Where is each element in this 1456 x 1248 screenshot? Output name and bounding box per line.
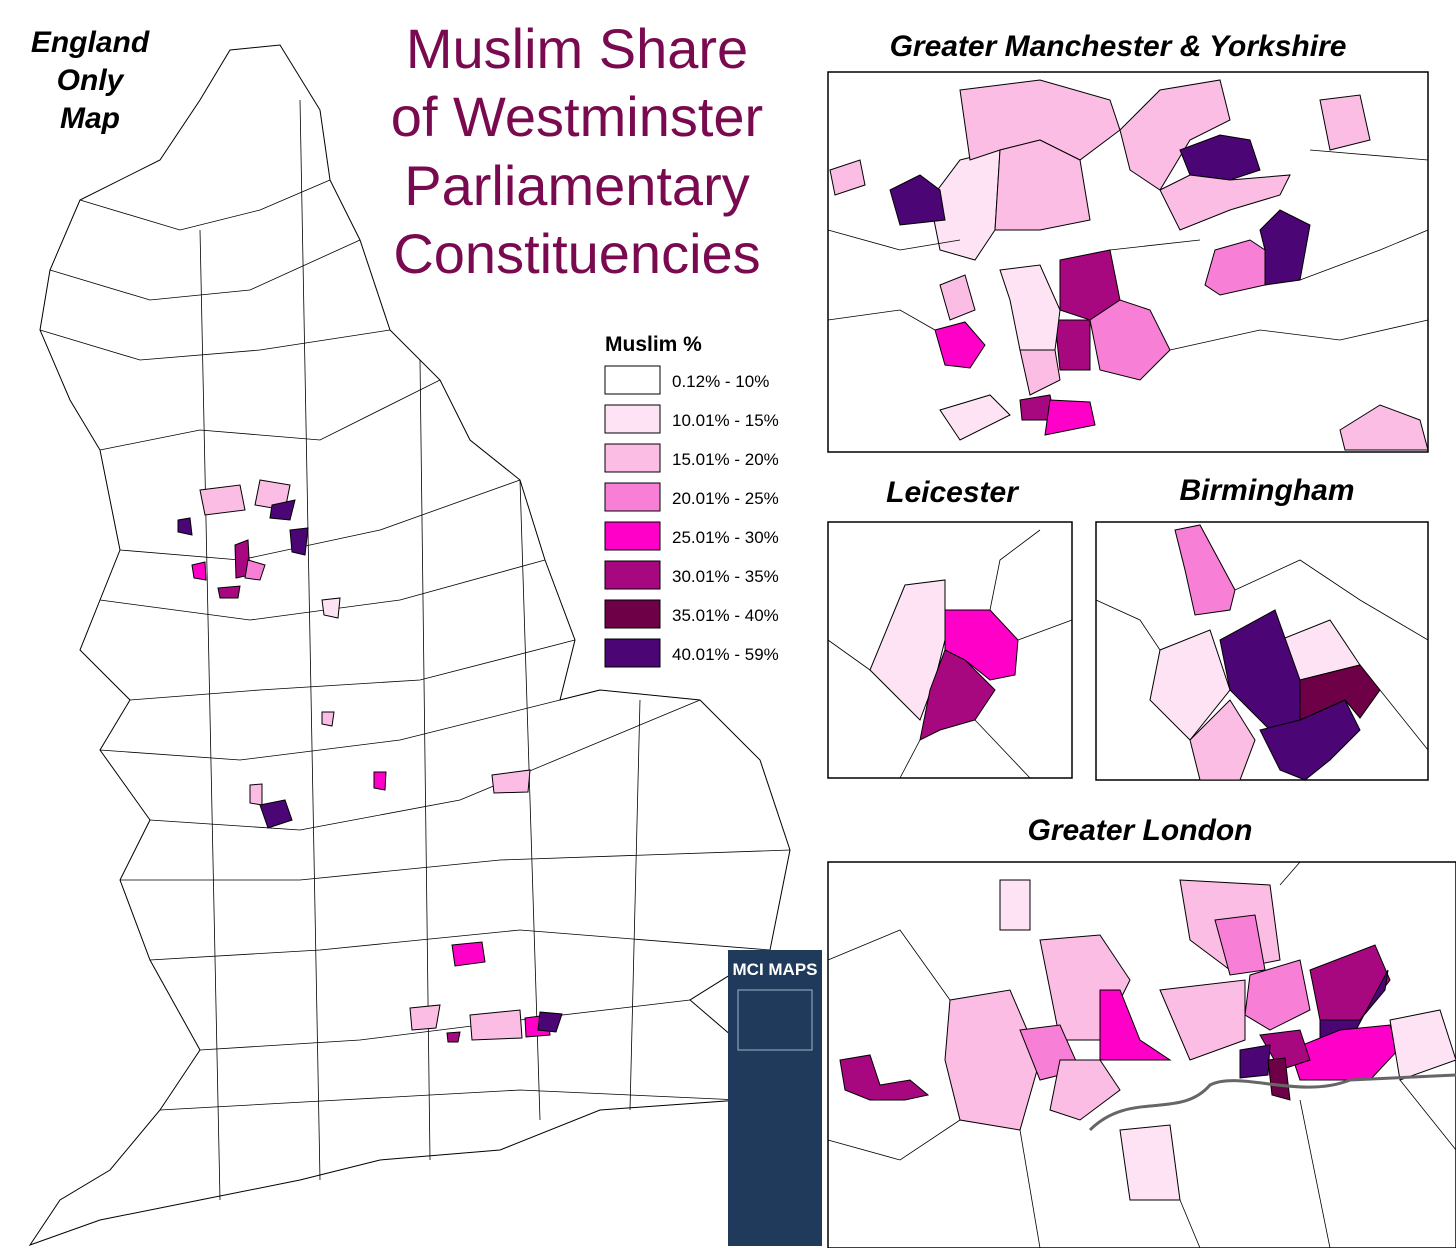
corner-note: Map bbox=[60, 102, 120, 135]
constituency-boundaries bbox=[39, 99, 791, 1201]
title: Constituencies bbox=[393, 222, 760, 285]
constituency bbox=[289, 527, 309, 556]
constituency bbox=[1174, 524, 1236, 616]
legend-label: 20.01% - 25% bbox=[672, 489, 779, 508]
constituency bbox=[249, 783, 263, 806]
legend-label: 30.01% - 35% bbox=[672, 567, 779, 586]
inset-leicester bbox=[827, 521, 1073, 779]
legend-swatch bbox=[604, 365, 661, 395]
constituency bbox=[199, 484, 246, 516]
legend-swatch bbox=[604, 482, 661, 512]
legend-label: 40.01% - 59% bbox=[672, 645, 779, 664]
inset-manchester-yorkshire bbox=[827, 71, 1429, 453]
legend-label: 0.12% - 10% bbox=[672, 372, 769, 391]
constituency bbox=[1054, 319, 1091, 371]
legend-title: Muslim % bbox=[605, 333, 702, 356]
constituency bbox=[1019, 349, 1061, 396]
inset-title: Leicester bbox=[886, 476, 1020, 509]
constituency bbox=[939, 274, 976, 321]
constituency bbox=[1099, 989, 1172, 1061]
logo: MCI MAPS bbox=[728, 950, 822, 1246]
constituency bbox=[321, 711, 335, 727]
legend-label: 10.01% - 15% bbox=[672, 411, 779, 430]
constituency bbox=[491, 769, 531, 794]
england-shaded-regions bbox=[177, 479, 563, 1043]
legend-swatch bbox=[604, 560, 661, 590]
constituency bbox=[1259, 1029, 1311, 1071]
constituency bbox=[1239, 1044, 1271, 1079]
constituency bbox=[1319, 94, 1371, 151]
constituency bbox=[321, 597, 341, 619]
legend-swatch bbox=[604, 521, 661, 551]
constituency bbox=[939, 394, 1011, 441]
constituency bbox=[446, 1031, 461, 1043]
title: of Westminster bbox=[391, 85, 763, 148]
constituency bbox=[1189, 699, 1256, 781]
legend-swatch bbox=[604, 599, 661, 629]
legend-swatch bbox=[604, 638, 661, 668]
constituency bbox=[1204, 239, 1266, 296]
constituency bbox=[829, 159, 866, 196]
constituency bbox=[409, 1004, 441, 1031]
legend: Muslim % 0.12% - 10% 10.01% - 15% 15.01% -… bbox=[604, 333, 779, 668]
legend-label: 35.01% - 40% bbox=[672, 606, 779, 625]
title: Muslim Share bbox=[406, 17, 748, 80]
england-outline bbox=[28, 44, 791, 1246]
legend-swatch bbox=[604, 404, 661, 434]
constituency bbox=[934, 321, 986, 369]
corner-note: England bbox=[31, 26, 150, 59]
constituency bbox=[1044, 399, 1096, 436]
legend-swatch bbox=[604, 443, 661, 473]
constituency bbox=[217, 585, 241, 599]
constituency bbox=[1159, 979, 1246, 1061]
constituency bbox=[373, 771, 387, 791]
constituency bbox=[1119, 1124, 1181, 1201]
constituency bbox=[1244, 959, 1311, 1031]
constituency bbox=[259, 799, 293, 829]
inset-birmingham bbox=[1095, 521, 1429, 781]
constituency bbox=[469, 1009, 523, 1041]
constituency bbox=[451, 941, 486, 967]
title: Parliamentary bbox=[404, 154, 749, 217]
constituency bbox=[1049, 1059, 1121, 1121]
constituency bbox=[269, 499, 296, 521]
inset-title: Greater London bbox=[1027, 814, 1252, 847]
corner-note: Only bbox=[57, 64, 125, 97]
constituency bbox=[994, 139, 1091, 231]
legend-label: 25.01% - 30% bbox=[672, 528, 779, 547]
constituency bbox=[191, 561, 207, 581]
constituency bbox=[1149, 629, 1231, 741]
inset-london bbox=[827, 861, 1456, 1248]
legend-label: 15.01% - 20% bbox=[672, 450, 779, 469]
constituency bbox=[999, 879, 1031, 931]
constituency bbox=[244, 559, 266, 581]
constituency bbox=[177, 517, 193, 536]
constituency bbox=[889, 174, 946, 226]
constituency bbox=[1299, 664, 1381, 721]
constituency bbox=[1159, 174, 1291, 231]
logo-text: MCI MAPS bbox=[733, 960, 818, 979]
constituency bbox=[839, 1054, 930, 1101]
constituency bbox=[1119, 79, 1231, 191]
constituency bbox=[537, 1011, 563, 1033]
constituency bbox=[919, 649, 996, 741]
constituency bbox=[1339, 404, 1429, 451]
constituency bbox=[1389, 1009, 1456, 1081]
inset-title: Birmingham bbox=[1179, 474, 1354, 507]
inset-title: Greater Manchester & Yorkshire bbox=[890, 30, 1347, 63]
